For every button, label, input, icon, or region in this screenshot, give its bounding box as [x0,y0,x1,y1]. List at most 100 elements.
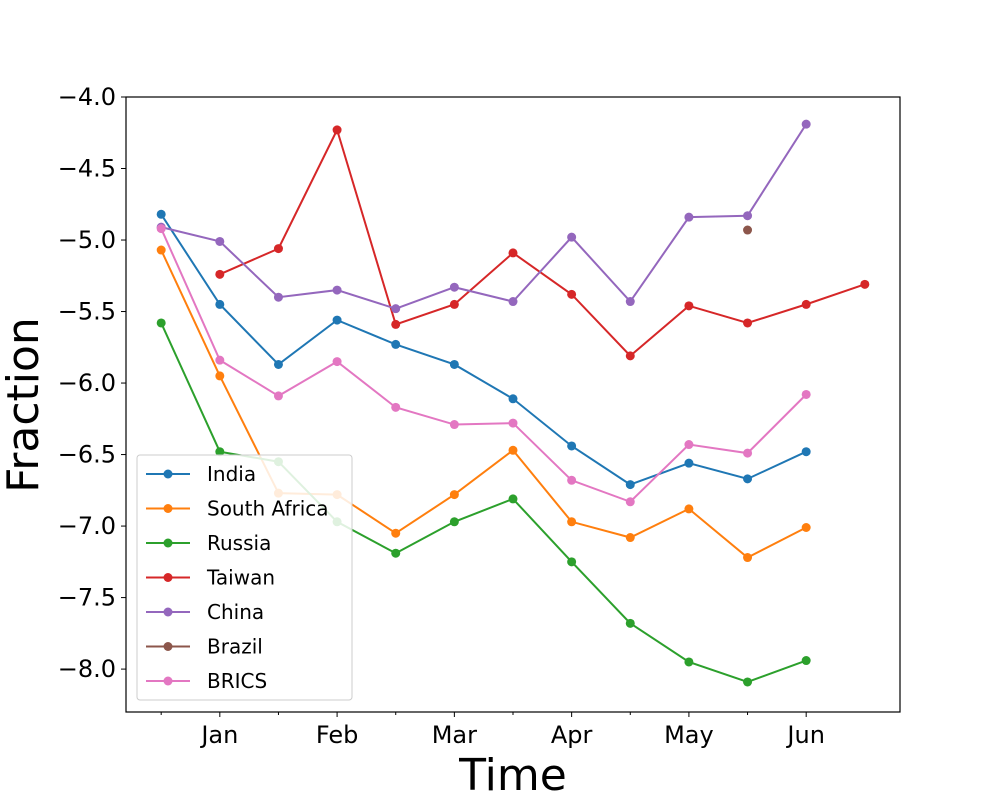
series-line [160,213,807,486]
data-point [801,447,811,457]
legend-item: Russia [146,531,271,555]
data-point [508,494,518,504]
data-point [508,297,518,307]
plot-frame [125,96,901,713]
data-point [215,371,225,381]
y-tick-label: −7.0 [58,512,116,540]
data-point [567,475,577,485]
data-point [273,391,283,401]
data-point [391,339,401,349]
legend-box [136,454,353,701]
data-point [625,351,635,361]
data-point [625,297,635,307]
x-axis-title: Time [458,750,567,800]
data-point [449,299,459,309]
data-point [743,211,753,221]
data-point [625,618,635,628]
series-taiwan [215,125,870,361]
data-point [449,282,459,292]
data-point [449,490,459,500]
y-tick-label: −6.5 [58,441,116,469]
legend-label: China [207,600,264,624]
x-tick-label: Feb [316,721,359,749]
x-tick-label: Mar [432,721,477,749]
data-point [332,315,342,325]
legend-swatch-marker [163,573,173,582]
legend-item: Taiwan [146,566,275,590]
data-point [684,440,694,450]
legend-swatch-marker [163,676,173,686]
legend-item: BRICS [146,669,267,693]
data-point [332,285,342,295]
series-layer [156,119,870,687]
data-point [567,232,577,242]
y-axis-ticks: −8.0 −7.5 −7.0 −6.5 −6.0 −5.5 −5.0 −4.5 −4.0 [58,83,126,683]
y-tick-label: −4.5 [58,155,116,183]
data-point [801,389,811,399]
data-point [156,209,166,219]
data-point [215,236,225,246]
data-point [801,299,811,309]
data-point [684,212,694,222]
y-tick-label: −5.5 [58,298,116,326]
data-point [860,279,870,289]
legend-swatch-marker [163,642,173,651]
data-point [801,523,811,532]
data-point [332,125,342,135]
data-point [273,359,283,369]
data-point [801,119,811,129]
data-point [391,304,401,314]
legend-label: Taiwan [206,566,275,590]
data-point [743,318,753,328]
data-point [215,447,225,457]
legend-label: BRICS [207,669,267,693]
data-point [625,497,635,507]
legend-item: India [146,462,256,486]
data-point [273,292,283,302]
data-point [508,248,518,258]
legend-swatch-marker [163,538,173,548]
data-point [625,533,635,543]
data-point [391,402,401,412]
data-point [156,224,166,234]
data-point [215,355,225,365]
x-tick-label: Jun [785,721,825,749]
data-point [449,517,459,527]
x-tick-label: Apr [551,721,593,749]
legend-item: China [146,600,264,624]
y-tick-label: −4.0 [58,83,116,111]
data-point [625,480,635,490]
series-line [160,123,808,310]
series-india [156,209,811,490]
x-axis-ticks: Jan Feb Mar Apr May Jun [160,712,825,749]
data-point [156,245,166,255]
data-point [801,656,811,666]
x-tick-label: Jan [199,721,238,749]
legend-label: Brazil [207,635,263,659]
data-point [567,517,577,527]
y-tick-label: −5.0 [58,226,116,254]
legend-label: South Africa [207,497,329,521]
data-point [332,357,342,367]
data-point [743,474,753,484]
data-point [684,458,694,468]
data-point [508,394,518,404]
legend-swatch-marker [163,504,173,513]
series-brics [156,224,811,507]
legend-swatch-marker [163,607,173,617]
data-point [567,289,577,299]
series-brazil [743,225,753,235]
data-point [508,445,518,455]
data-point [684,504,694,514]
data-point [567,557,577,567]
legend-item: South Africa [146,497,329,521]
data-point [449,359,459,369]
data-point [684,657,694,667]
data-point [391,319,401,329]
data-point [391,548,401,558]
series-line [160,228,807,503]
legend-label: India [207,462,256,486]
legend-label: Russia [207,531,271,555]
y-tick-label: −8.0 [58,655,116,683]
